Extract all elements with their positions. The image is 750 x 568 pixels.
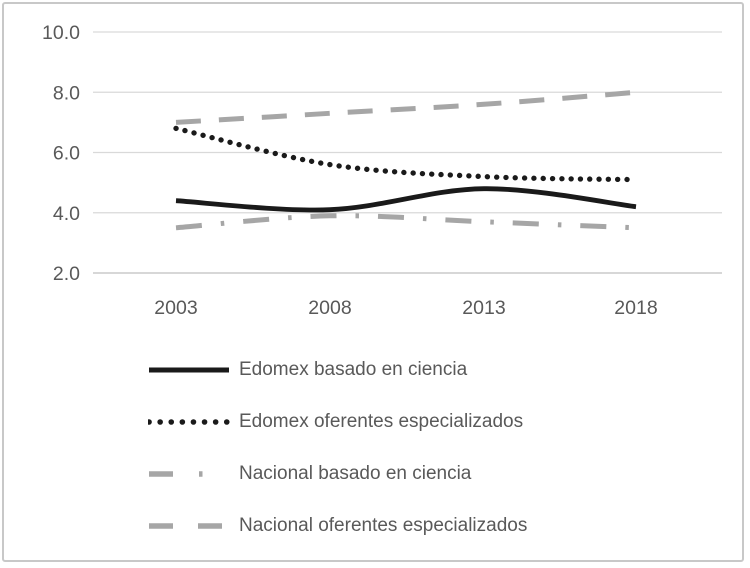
legend-item: Edomex oferentes especializados	[148, 396, 527, 448]
series-line-edomex-oferentes-especializados	[173, 125, 639, 183]
y-tick-label: 6.0	[53, 143, 80, 165]
chart-legend: Edomex basado en ciencia Edomex oferentes…	[148, 344, 527, 552]
x-tick-label: 2008	[308, 297, 351, 319]
legend-line-swatch-icon	[149, 367, 229, 373]
legend-label: Edomex basado en ciencia	[239, 359, 468, 380]
y-tick-label: 8.0	[53, 82, 80, 104]
legend-line-swatch-icon	[149, 471, 229, 477]
legend-item: Nacional basado en ciencia	[148, 448, 527, 500]
series-line-nacional-basado-en-ciencia	[175, 213, 637, 231]
legend-line-swatch-icon	[149, 523, 229, 529]
chart-frame: 10.0 8.0 6.0 4.0 2.0 2003 2008 2013 2018 Edomex …	[2, 2, 744, 562]
x-tick-label: 2013	[462, 297, 505, 319]
legend-label: Nacional oferentes especializados	[239, 515, 528, 536]
y-tick-label: 2.0	[53, 263, 80, 285]
legend-line-swatch-icon	[148, 419, 230, 425]
x-tick-label: 2003	[154, 297, 197, 319]
series-line-nacional-oferentes-especializados	[175, 89, 637, 125]
legend-label: Edomex oferentes especializados	[239, 411, 524, 432]
line-chart-plot-area: 10.0 8.0 6.0 4.0 2.0 2003 2008 2013 2018	[42, 22, 722, 319]
series-line-edomex-basado-en-ciencia	[175, 186, 637, 213]
x-tick-label: 2018	[614, 297, 657, 319]
y-tick-label: 4.0	[53, 203, 80, 225]
legend-label: Nacional basado en ciencia	[239, 463, 472, 484]
y-tick-label: 10.0	[42, 22, 80, 44]
legend-item: Nacional oferentes especializados	[148, 500, 527, 552]
legend-item: Edomex basado en ciencia	[148, 344, 527, 396]
